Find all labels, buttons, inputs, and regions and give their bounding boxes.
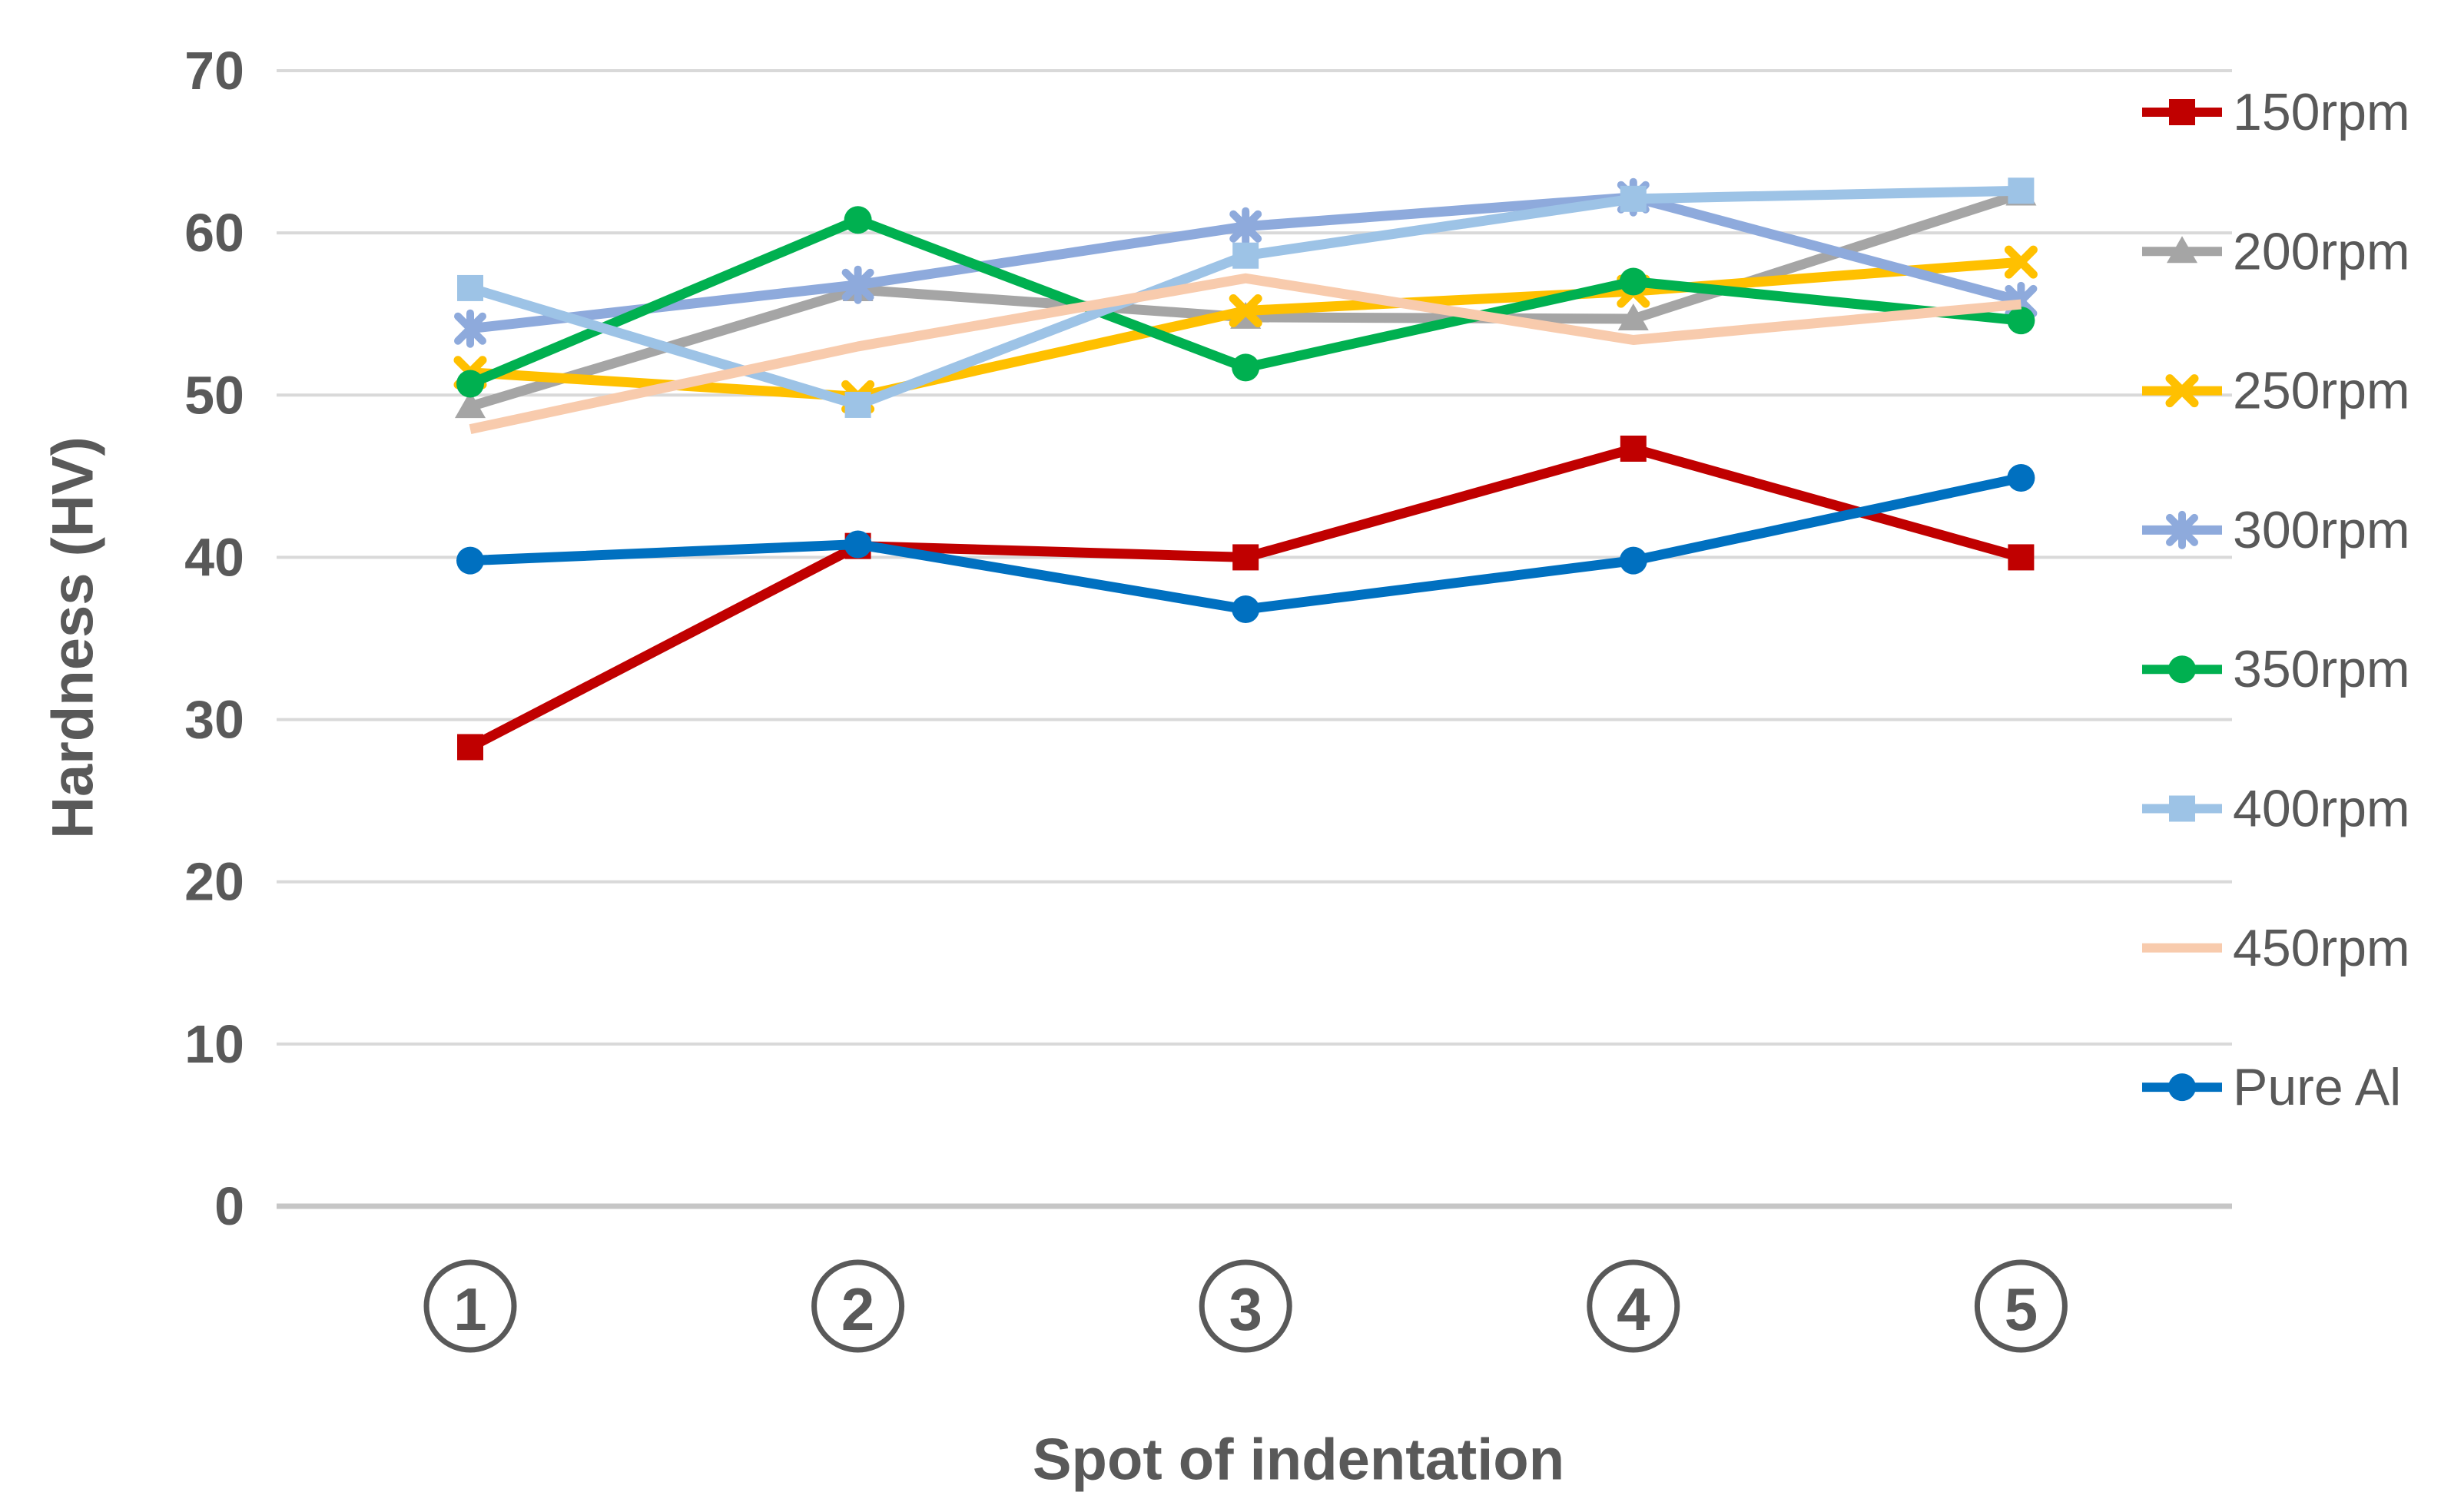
category-circle: [1587, 1259, 1680, 1353]
series-200rpm-marker: [455, 391, 486, 419]
legend-150rpm-label: 150rpm: [2233, 83, 2410, 141]
series-Pure Al-line: [469, 472, 2022, 615]
legend-250rpm-marker: [2165, 374, 2199, 408]
series-350rpm-marker: [2007, 307, 2035, 335]
series-400rpm-marker: [1620, 185, 1647, 212]
category-label: 5: [2005, 1275, 2038, 1343]
series-400rpm-marker: [1232, 242, 1259, 269]
legend-400rpm-label: 400rpm: [2233, 780, 2410, 838]
series-200rpm-marker: [1617, 303, 1649, 331]
series-400rpm-marker: [2008, 177, 2035, 204]
legend-400rpm-marker: [2169, 795, 2195, 822]
series-450rpm-line: [469, 273, 2021, 434]
series-150rpm-marker: [1620, 435, 1647, 462]
legend-450rpm-label: 450rpm: [2233, 919, 2410, 977]
y-tick-label: 70: [184, 41, 244, 101]
series-150rpm-marker: [1232, 544, 1259, 571]
legend-150rpm-marker: [2169, 99, 2195, 125]
series-250rpm-marker: [2004, 245, 2038, 279]
y-tick-label: 30: [184, 690, 244, 750]
category-circle: [1199, 1259, 1292, 1353]
series-300rpm-marker: [1229, 207, 1262, 246]
series-250rpm-marker: [1229, 293, 1262, 327]
x-axis-title: Spot of indentation: [1032, 1427, 1565, 1493]
series-350rpm-marker: [1232, 353, 1260, 382]
y-tick-label: 50: [184, 365, 244, 425]
legend-350rpm-label: 350rpm: [2233, 640, 2410, 698]
series-350rpm-marker: [844, 206, 872, 234]
category-circle: [1974, 1259, 2068, 1353]
series-Pure Al-marker: [2007, 463, 2035, 492]
series-150rpm-marker: [457, 734, 483, 761]
y-tick-label: 0: [214, 1176, 244, 1236]
legend-300rpm-marker: [2166, 510, 2198, 549]
category-label: 3: [1229, 1275, 1262, 1343]
series-Pure Al-marker: [456, 546, 484, 575]
category-label: 1: [453, 1275, 486, 1343]
legend-Pure Al-label: Pure Al: [2233, 1058, 2401, 1116]
category-label: 2: [841, 1275, 874, 1343]
y-axis-title: Hardness (HV): [40, 436, 106, 839]
y-tick-label: 20: [184, 852, 244, 912]
legend-300rpm-label: 300rpm: [2233, 501, 2410, 559]
y-tick-label: 10: [184, 1014, 244, 1074]
series-Pure Al-marker: [844, 530, 872, 559]
series-400rpm-marker: [844, 391, 871, 418]
legend-200rpm-label: 200rpm: [2233, 222, 2410, 280]
category-circle: [811, 1259, 905, 1353]
series-350rpm-marker: [1619, 267, 1647, 296]
series-Pure Al-marker: [1232, 595, 1260, 623]
series-Pure Al-marker: [1619, 546, 1647, 575]
category-circle: [423, 1259, 517, 1353]
legend-200rpm-marker: [2167, 236, 2197, 264]
series-300rpm-marker: [454, 309, 486, 348]
legend-Pure Al-marker: [2168, 1073, 2196, 1102]
y-tick-label: 60: [184, 203, 244, 263]
series-150rpm-marker: [2008, 544, 2035, 571]
legend-350rpm-marker: [2168, 655, 2196, 684]
series-350rpm-marker: [456, 370, 484, 398]
series-300rpm-marker: [841, 265, 874, 304]
legend-250rpm-label: 250rpm: [2233, 362, 2410, 420]
y-tick-label: 40: [184, 527, 244, 587]
series-400rpm-marker: [457, 274, 483, 301]
category-label: 4: [1617, 1275, 1650, 1343]
